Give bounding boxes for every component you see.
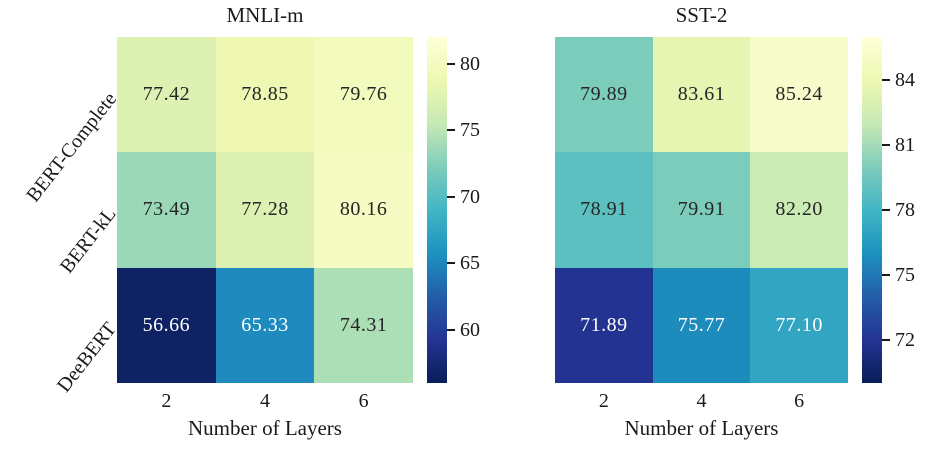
- colorbar-tick-label: 80: [460, 52, 480, 75]
- colorbar-tick-labels: 84 81 78 75 72: [862, 37, 932, 383]
- heatmap-cell: 78.85: [215, 37, 315, 153]
- heatmap-cell: 77.42: [117, 37, 216, 153]
- heatmap-grid: 77.42 78.85 79.76 73.49 77.28 80.16 56.66 65.33…: [117, 37, 413, 383]
- heatmap-cell: 79.89: [555, 37, 653, 153]
- x-axis-label: Number of Layers: [624, 416, 779, 440]
- colorbar-tick-label: 75: [895, 263, 915, 286]
- x-tick-label: 4: [259, 390, 270, 412]
- heatmap-cell: 75.77: [652, 267, 751, 383]
- colorbar-tick-label: 72: [895, 328, 915, 351]
- colorbar: [427, 37, 447, 383]
- x-tick-label: 6: [794, 390, 805, 412]
- x-axis-label: Number of Layers: [188, 416, 342, 440]
- colorbar-tick-mark: [882, 338, 890, 341]
- colorbar-tick-mark: [447, 262, 455, 265]
- heatmap-cell: 79.76: [314, 37, 413, 153]
- colorbar-tick-mark: [882, 144, 890, 147]
- heatmap-cell: 78.91: [555, 152, 653, 268]
- heatmap-cell: 77.10: [750, 267, 848, 383]
- x-tick-label: 2: [161, 390, 172, 412]
- colorbar-tick-mark: [447, 195, 455, 198]
- x-tick-label: 2: [598, 390, 609, 412]
- heatmap-cell: 74.31: [314, 267, 413, 383]
- heatmap-cell: 56.66: [117, 267, 216, 383]
- chart-title-sst-2: SST-2: [675, 3, 728, 27]
- panel-sst-2: SST-2 79.89 83.61 85.24 78.91 79.91 82.20 71.8…: [473, 0, 947, 457]
- colorbar-tick-label: 75: [460, 119, 480, 142]
- heatmap-cell: 82.20: [750, 152, 848, 268]
- colorbar-tick-label: 60: [460, 318, 480, 341]
- colorbar-tick-mark: [447, 129, 455, 132]
- colorbar-tick-mark: [882, 79, 890, 82]
- colorbar-tick-mark: [882, 209, 890, 211]
- colorbar-tick-labels: 80 75 70 65 60: [427, 37, 497, 383]
- colorbar-tick-label: 70: [460, 185, 480, 208]
- heatmap-cell: 71.89: [555, 267, 653, 383]
- colorbar-tick-mark: [882, 273, 890, 276]
- x-tick-label: 4: [696, 390, 707, 412]
- heatmap-cell: 79.91: [652, 152, 751, 268]
- colorbar-tick-mark: [447, 328, 455, 331]
- y-tick-label: BERT-Complete: [21, 87, 121, 206]
- heatmap-cell: 85.24: [750, 37, 848, 153]
- colorbar-tick-label: 78: [895, 199, 915, 221]
- colorbar-tick-label: 81: [895, 134, 915, 157]
- chart-title-mnli-m: MNLI-m: [226, 3, 304, 27]
- heatmap-cell: 65.33: [215, 267, 315, 383]
- colorbar-tick-label: 65: [460, 252, 480, 275]
- heatmap-cell: 80.16: [314, 152, 413, 268]
- x-axis-tick-labels: 2 4 6: [555, 388, 848, 414]
- y-tick-label: DeeBERT: [52, 318, 121, 397]
- heatmap-cell: 77.28: [215, 152, 315, 268]
- y-tick-label: BERT-kL: [55, 203, 121, 278]
- colorbar: [862, 37, 882, 383]
- panel-mnli-m: MNLI-m BERT-Complete BERT-kL DeeBERT 77.42…: [0, 0, 480, 457]
- heatmap-cell: 73.49: [117, 152, 216, 268]
- x-axis-tick-labels: 2 4 6: [117, 388, 413, 414]
- colorbar-tick-mark: [447, 62, 455, 65]
- x-tick-label: 6: [358, 390, 369, 412]
- colorbar-tick-label: 84: [895, 69, 915, 92]
- heatmap-grid: 79.89 83.61 85.24 78.91 79.91 82.20 71.89 75.77…: [555, 37, 848, 383]
- heatmap-cell: 83.61: [652, 37, 751, 153]
